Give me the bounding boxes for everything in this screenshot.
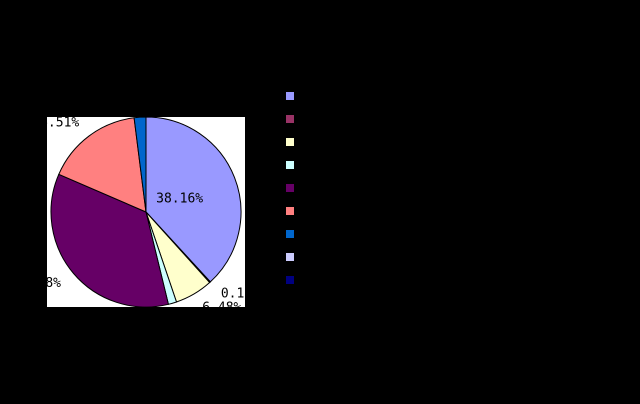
data-label: 35.28% xyxy=(14,276,61,291)
pie-slice xyxy=(50,173,170,307)
pie: 38.16%0.16%6.48%1.41%35.28%16.51%2.00% xyxy=(14,116,260,315)
data-label: 38.16% xyxy=(156,191,203,206)
legend-swatch xyxy=(286,138,294,146)
pie-slice xyxy=(145,117,242,283)
pie-slice xyxy=(58,117,147,213)
legend-swatch xyxy=(286,230,294,238)
legend-swatch xyxy=(286,115,294,123)
pie-slice xyxy=(133,117,147,213)
data-label: 6.48% xyxy=(202,300,241,315)
legend xyxy=(286,92,294,284)
legend-swatch xyxy=(286,207,294,215)
data-label: 16.51% xyxy=(32,116,79,131)
legend-swatch xyxy=(286,253,294,261)
legend-swatch xyxy=(286,161,294,169)
legend-swatch xyxy=(286,276,294,284)
legend-swatch xyxy=(286,184,294,192)
legend-swatch xyxy=(286,92,294,100)
data-label: 0.16% xyxy=(221,287,260,302)
